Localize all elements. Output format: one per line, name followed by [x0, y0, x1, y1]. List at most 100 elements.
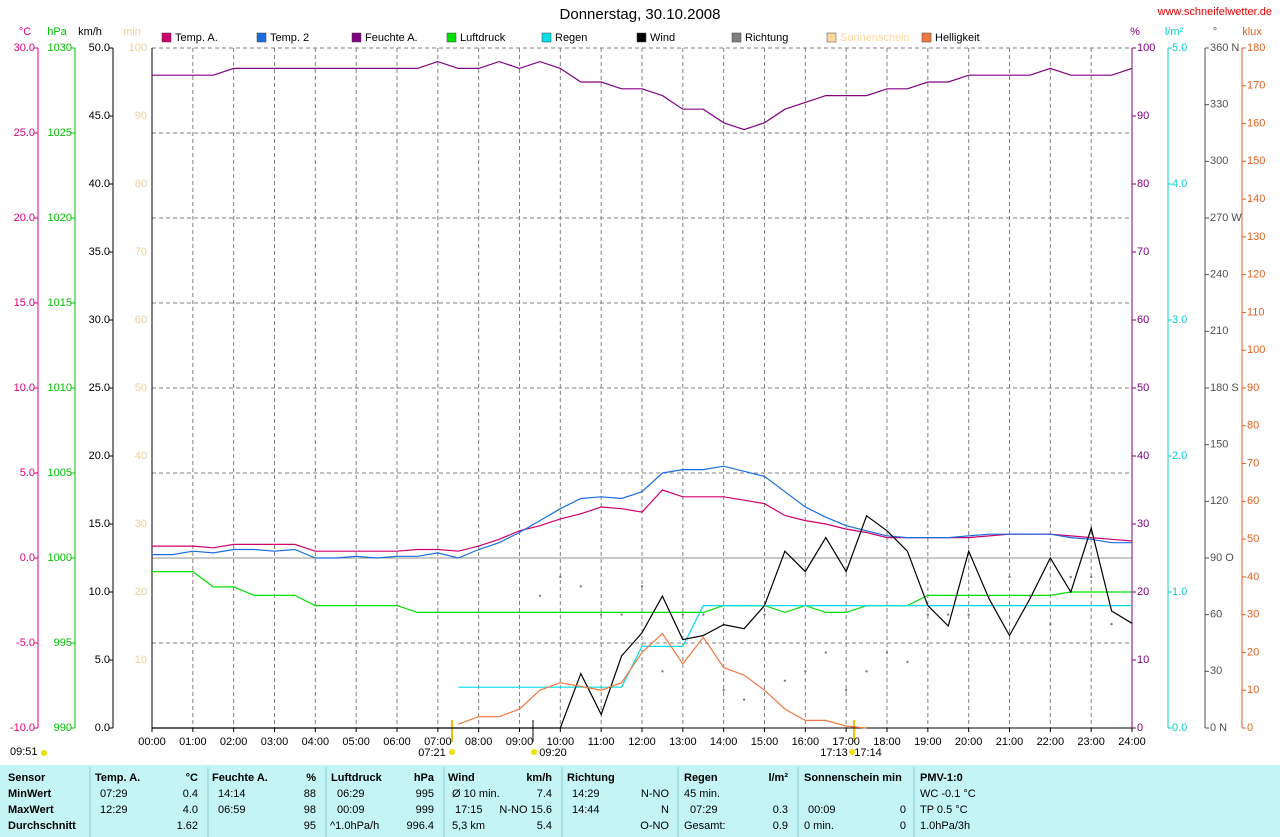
x-tick-label: 24:00 — [1118, 736, 1146, 748]
axis-unit: min — [123, 26, 141, 38]
table-header: °C — [186, 772, 198, 784]
table-cell: 7.4 — [537, 788, 552, 800]
y-tick-label: 330 — [1210, 99, 1228, 111]
table-header: Regen — [684, 772, 718, 784]
y-tick-label: 50 — [1137, 382, 1149, 394]
table-cell: 00:09 — [337, 804, 365, 816]
legend-swatch — [351, 32, 362, 43]
y-tick-label: 45.0 — [89, 110, 110, 122]
table-header: Richtung — [567, 772, 615, 784]
time-annotation: 17:13 — [820, 747, 848, 759]
x-tick-label: 15:00 — [751, 736, 779, 748]
direction-dot — [1069, 575, 1072, 579]
legend-swatch — [161, 32, 172, 43]
y-tick-label: 90 — [135, 110, 147, 122]
direction-dot — [599, 613, 603, 616]
direction-dot — [906, 660, 909, 664]
axis-unit: klux — [1242, 26, 1262, 38]
x-tick-label: 06:00 — [383, 736, 411, 748]
y-tick-label: 0.0 — [1172, 722, 1187, 734]
y-tick-label: 0 — [1247, 722, 1253, 734]
table-cell: 00:09 — [808, 804, 836, 816]
table-header: Luftdruck — [331, 772, 383, 784]
table-header: Temp. A. — [95, 772, 140, 784]
axis-unit: l/m² — [1165, 26, 1184, 38]
direction-dot — [620, 613, 623, 616]
x-tick-label: 16:00 — [792, 736, 820, 748]
direction-dot — [681, 613, 685, 616]
legend-label: Wind — [650, 32, 675, 44]
table-header: Feuchte A. — [212, 772, 268, 784]
y-tick-label: 80 — [1247, 420, 1259, 432]
table-cell: 0.3 — [773, 804, 788, 816]
x-tick-label: 20:00 — [955, 736, 983, 748]
legend-swatch — [446, 32, 457, 43]
legend-label: Temp. A. — [175, 32, 218, 44]
y-tick-label: 1010 — [48, 382, 72, 394]
legend-label: Feuchte A. — [365, 32, 418, 44]
x-tick-label: 04:00 — [302, 736, 330, 748]
y-tick-label: 210 — [1210, 325, 1228, 337]
x-tick-label: 10:00 — [547, 736, 575, 748]
y-tick-label: 30.0 — [14, 42, 35, 54]
footer-time: 09:51 — [10, 746, 38, 758]
y-tick-label: 60 — [135, 314, 147, 326]
y-tick-label: -5.0 — [16, 637, 35, 649]
table-header: PMV-1:0 — [920, 772, 963, 784]
y-tick-label: 3.0 — [1172, 314, 1187, 326]
y-tick-label: 160 — [1247, 117, 1265, 129]
y-tick-label: 10.0 — [89, 586, 110, 598]
direction-dot — [947, 613, 950, 616]
y-tick-label: 1020 — [48, 212, 72, 224]
table-cell: 45 min. — [684, 788, 720, 800]
y-tick-label: 35.0 — [89, 246, 110, 258]
direction-dot — [640, 585, 644, 588]
table-header: Sensor — [8, 772, 46, 784]
y-tick-label: 20.0 — [14, 212, 35, 224]
x-tick-label: 07:00 — [424, 736, 452, 748]
y-tick-label: 1005 — [48, 467, 72, 479]
y-tick-label: 995 — [54, 637, 72, 649]
y-tick-label: 50 — [135, 382, 147, 394]
y-tick-label: 40 — [135, 450, 147, 462]
direction-dot — [1049, 622, 1052, 626]
table-header: % — [306, 772, 316, 784]
table-cell: 1.0hPa/3h — [920, 820, 970, 832]
x-tick-label: 21:00 — [996, 736, 1024, 748]
y-tick-label: 1030 — [48, 42, 72, 54]
y-tick-label: 10 — [1247, 684, 1259, 696]
table-cell: 999 — [416, 804, 434, 816]
y-tick-label: 120 — [1247, 269, 1265, 281]
table-cell: ^1.0hPa/h — [330, 820, 379, 832]
direction-dot — [763, 613, 766, 616]
x-tick-label: 00:00 — [138, 736, 166, 748]
legend-label: Luftdruck — [460, 32, 506, 44]
direction-dot — [926, 613, 930, 616]
table-cell: 5,3 km — [452, 820, 485, 832]
series-line — [152, 60, 1133, 131]
x-tick-label: 22:00 — [1037, 736, 1065, 748]
y-tick-label: 50.0 — [89, 42, 110, 54]
y-tick-label: 110 — [1247, 306, 1265, 318]
x-tick-label: 14:00 — [710, 736, 738, 748]
axis-unit: km/h — [78, 26, 102, 38]
y-tick-label: 140 — [1247, 193, 1265, 205]
table-cell: O-NO — [640, 820, 669, 832]
y-tick-label: 2.0 — [1172, 450, 1187, 462]
x-tick-label: 11:00 — [588, 736, 615, 748]
y-tick-label: 80 — [135, 178, 147, 190]
x-tick-label: 01:00 — [179, 736, 207, 748]
x-tick-label: 23:00 — [1077, 736, 1105, 748]
series-line — [458, 605, 1132, 688]
table-cell: 0 — [900, 820, 906, 832]
direction-dot — [1089, 575, 1093, 579]
sun-icon — [531, 749, 537, 755]
y-tick-label: 100 — [1247, 344, 1265, 356]
axis-unit: hPa — [47, 26, 67, 38]
y-tick-label: 1.0 — [1172, 586, 1187, 598]
y-tick-label: 0 N — [1210, 722, 1227, 734]
direction-dot — [967, 613, 970, 616]
table-cell: MaxWert — [8, 804, 54, 816]
y-tick-label: 15.0 — [14, 297, 35, 309]
direction-dot — [987, 594, 991, 597]
